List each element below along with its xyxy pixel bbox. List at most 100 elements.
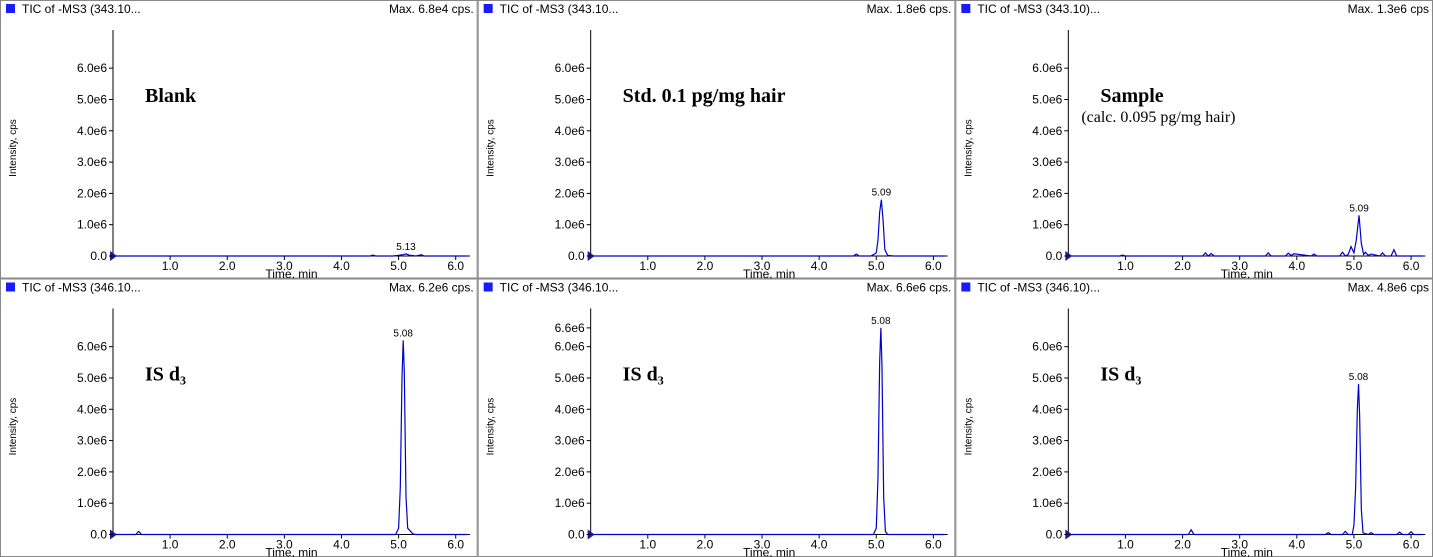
header-icon bbox=[961, 4, 971, 13]
header-right: Max. 6.2e6 cps. bbox=[389, 281, 474, 295]
axis-marker bbox=[1065, 251, 1073, 261]
x-tick-label: 1.0 bbox=[639, 538, 656, 552]
y-tick-label: 2.0e6 bbox=[77, 465, 107, 479]
y-axis-label: Intensity, cps bbox=[486, 119, 497, 177]
x-axis-label: Time, min bbox=[1221, 546, 1273, 557]
header-right: Max. 6.8e4 cps. bbox=[389, 2, 474, 16]
panel-border bbox=[0, 278, 478, 557]
peak-label: 5.13 bbox=[396, 242, 416, 253]
x-tick-label: 4.0 bbox=[1288, 259, 1305, 273]
y-tick-label: 3.0e6 bbox=[1032, 155, 1062, 169]
y-tick-label: 2.0e6 bbox=[77, 186, 107, 200]
y-tick-label: 3.0e6 bbox=[1032, 434, 1062, 448]
y-tick-label: 3.0e6 bbox=[77, 155, 107, 169]
x-tick-label: 1.0 bbox=[1117, 259, 1134, 273]
axis-marker bbox=[1065, 529, 1073, 540]
x-tick-label: 5.0 bbox=[868, 259, 885, 273]
x-tick-label: 6.0 bbox=[925, 259, 942, 273]
y-tick-label: 4.0e6 bbox=[555, 124, 585, 138]
y-tick-label: 2.0e6 bbox=[1032, 465, 1062, 479]
x-tick-label: 6.0 bbox=[1403, 538, 1420, 552]
x-tick-label: 5.0 bbox=[1346, 538, 1363, 552]
panel: TIC of -MS3 (343.10... Max. 6.8e4 cps. 0.0… bbox=[0, 0, 478, 281]
y-tick-label: 6.0e6 bbox=[77, 340, 107, 354]
y-tick-label: 5.0e6 bbox=[1032, 92, 1062, 106]
annotation: IS d₃ bbox=[1100, 364, 1141, 386]
y-tick-label: 0.0 bbox=[90, 249, 107, 263]
x-tick-label: 2.0 bbox=[1174, 538, 1191, 552]
x-tick-label: 1.0 bbox=[162, 259, 179, 273]
header-icon bbox=[6, 282, 15, 292]
x-tick-label: 4.0 bbox=[811, 259, 828, 273]
axis-marker bbox=[110, 529, 117, 540]
y-tick-label: 5.0e6 bbox=[1032, 371, 1062, 385]
y-tick-label: 6.0e6 bbox=[1032, 340, 1062, 354]
x-tick-label: 5.0 bbox=[390, 259, 407, 273]
y-tick-label: 0.0 bbox=[1046, 528, 1063, 542]
y-tick-label: 1.0e6 bbox=[555, 218, 585, 232]
header-left: TIC of -MS3 (343.10)... bbox=[977, 2, 1100, 16]
x-axis-label: Time, min bbox=[265, 267, 317, 281]
y-tick-label: 3.0e6 bbox=[555, 434, 585, 448]
header-right: Max. 1.3e6 cps bbox=[1348, 2, 1429, 16]
y-tick-label: 2.0e6 bbox=[555, 465, 585, 479]
panel: TIC of -MS3 (346.10... Max. 6.2e6 cps. 0.0… bbox=[0, 278, 478, 557]
y-tick-label: 1.0e6 bbox=[1032, 496, 1062, 510]
header-left: TIC of -MS3 (343.10... bbox=[500, 2, 619, 16]
y-tick-label: 5.0e6 bbox=[555, 371, 585, 385]
header-icon bbox=[6, 4, 15, 13]
header-icon bbox=[961, 282, 971, 292]
header-left: TIC of -MS3 (346.10... bbox=[22, 281, 141, 295]
x-tick-label: 3.0 bbox=[1231, 259, 1248, 273]
panel-border bbox=[955, 278, 1433, 557]
x-axis-label: Time, min bbox=[1221, 267, 1273, 281]
x-tick-label: 3.0 bbox=[754, 538, 771, 552]
trace bbox=[115, 253, 468, 257]
x-tick-label: 6.0 bbox=[447, 259, 464, 273]
x-tick-label: 4.0 bbox=[811, 538, 828, 552]
x-axis-label: Time, min bbox=[743, 546, 795, 557]
y-tick-label: 4.0e6 bbox=[1032, 402, 1062, 416]
panel: TIC of -MS3 (346.10)... Max. 4.8e6 cps 0.0… bbox=[955, 278, 1433, 557]
x-tick-label: 4.0 bbox=[333, 538, 350, 552]
panel: TIC of -MS3 (346.10... Max. 6.6e6 cps. 0.0… bbox=[477, 278, 956, 557]
y-tick-label: 6.0e6 bbox=[555, 61, 585, 75]
panel: TIC of -MS3 (343.10)... Max. 1.3e6 cps 0.0… bbox=[955, 0, 1433, 281]
panel: TIC of -MS3 (343.10... Max. 1.8e6 cps. 0.0… bbox=[477, 0, 956, 281]
y-tick-label: 4.0e6 bbox=[555, 402, 585, 416]
y-tick-label: 6.0e6 bbox=[77, 61, 107, 75]
y-tick-label: 4.0e6 bbox=[1032, 124, 1062, 138]
y-axis-label: Intensity, cps bbox=[486, 398, 497, 456]
y-tick-label: 1.0e6 bbox=[555, 496, 585, 510]
annotation: Std. 0.1 pg/mg hair bbox=[623, 85, 786, 107]
y-tick-label: 3.0e6 bbox=[555, 155, 585, 169]
peak-label: 5.09 bbox=[1349, 203, 1369, 214]
x-tick-label: 2.0 bbox=[1174, 259, 1191, 273]
annotation: Sample bbox=[1100, 85, 1163, 107]
x-tick-label: 3.0 bbox=[1231, 538, 1248, 552]
y-tick-label: 6.0e6 bbox=[555, 340, 585, 354]
x-axis-label: Time, min bbox=[743, 267, 795, 281]
x-tick-label: 3.0 bbox=[276, 538, 293, 552]
x-tick-label: 2.0 bbox=[697, 538, 714, 552]
y-axis-label: Intensity, cps bbox=[8, 398, 19, 456]
y-tick-label: 5.0e6 bbox=[77, 371, 107, 385]
y-tick-label: 6.6e6 bbox=[555, 321, 585, 335]
x-axis-label: Time, min bbox=[265, 546, 317, 557]
y-tick-label: 0.0 bbox=[568, 528, 585, 542]
x-tick-label: 3.0 bbox=[754, 259, 771, 273]
header-icon bbox=[483, 4, 493, 13]
y-axis-label: Intensity, cps bbox=[963, 119, 974, 177]
x-tick-label: 4.0 bbox=[1288, 538, 1305, 552]
x-tick-label: 5.0 bbox=[1346, 259, 1363, 273]
peak-label: 5.08 bbox=[871, 316, 891, 327]
x-tick-label: 5.0 bbox=[390, 538, 407, 552]
y-tick-label: 0.0 bbox=[90, 528, 107, 542]
header-icon bbox=[483, 282, 493, 292]
annotation-sub: (calc. 0.095 pg/mg hair) bbox=[1081, 109, 1235, 126]
y-tick-label: 5.0e6 bbox=[555, 92, 585, 106]
y-tick-label: 2.0e6 bbox=[555, 186, 585, 200]
x-tick-label: 2.0 bbox=[219, 538, 236, 552]
x-tick-label: 2.0 bbox=[219, 259, 236, 273]
y-tick-label: 5.0e6 bbox=[77, 92, 107, 106]
